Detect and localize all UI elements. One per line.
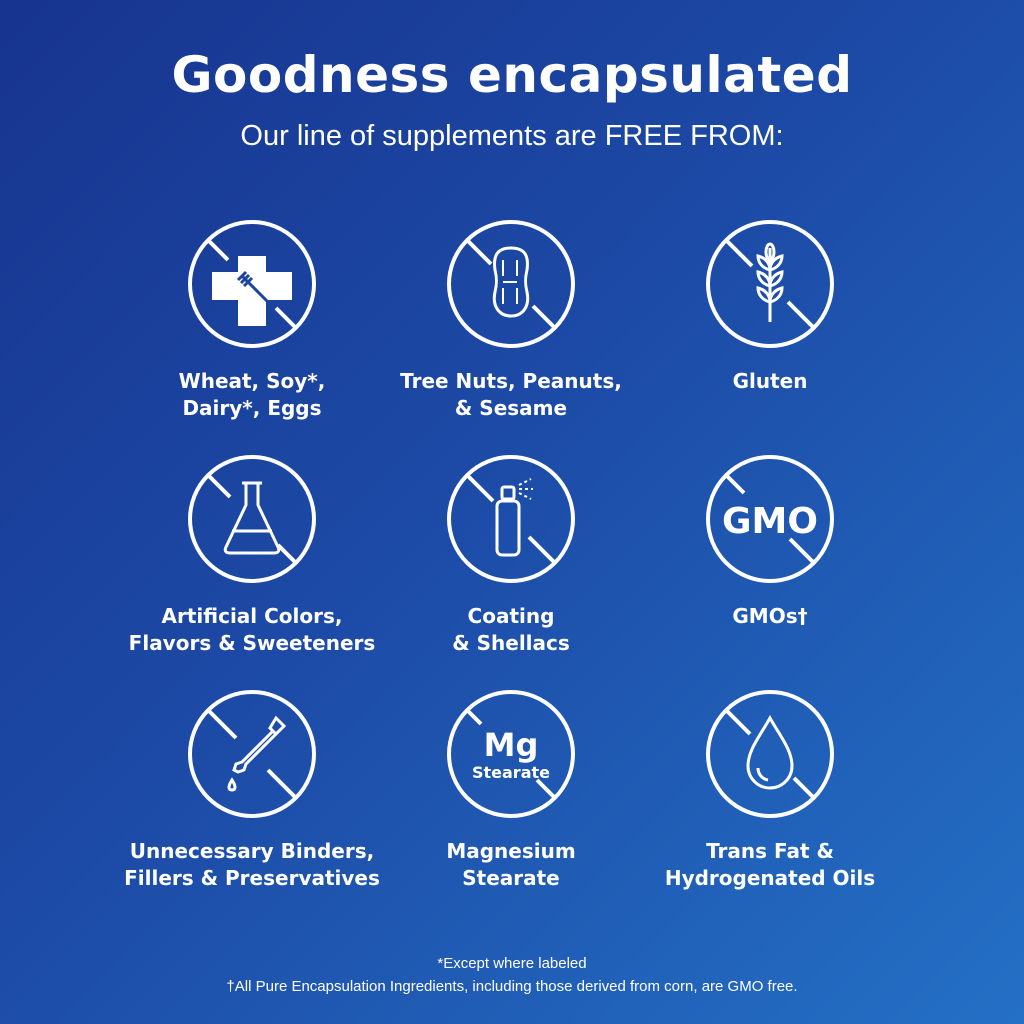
item-label: Coating & Shellacs [452,604,570,655]
free-from-item-allergens: Wheat, Soy*, Dairy*, Eggs [102,218,402,422]
mg-icon-text: Mg [484,726,539,764]
item-label: Tree Nuts, Peanuts, & Sesame [400,369,622,420]
page-subtitle: Our line of supplements are FREE FROM: [240,120,784,152]
free-from-item-gluten: Gluten [620,218,920,395]
gmo-icon: GMO [706,455,834,583]
item-label: Artificial Colors, Flavors & Sweeteners [128,604,376,655]
free-from-item-artificial: Artificial Colors, Flavors & Sweeteners [102,453,402,657]
allergen-cross-fork-icon [188,220,316,348]
item-label: Unnecessary Binders, Fillers & Preservat… [124,839,380,890]
item-label: Wheat, Soy*, Dairy*, Eggs [178,369,326,420]
dropper-icon [188,690,316,818]
item-label: Magnesium Stearate [446,839,576,890]
gmo-icon-text: GMO [722,501,818,542]
free-from-item-gmo: GMO GMOs† [620,453,920,630]
mg-stearate-icon: Mg Stearate [447,690,575,818]
footnote-gmo: †All Pure Encapsulation Ingredients, inc… [226,978,798,995]
peanut-icon [447,220,575,348]
page-title: Goodness encapsulated [171,46,853,104]
free-from-item-trans-fat: Trans Fat & Hydrogenated Oils [620,688,920,892]
stearate-icon-text: Stearate [472,763,550,782]
item-label: Trans Fat & Hydrogenated Oils [664,839,876,890]
wheat-icon [706,220,834,348]
free-from-item-mg-stearate: Mg Stearate Magnesium Stearate [361,688,661,892]
item-label: GMOs† [732,604,808,628]
flask-icon [188,455,316,583]
oil-drop-icon [706,690,834,818]
free-from-item-binders: Unnecessary Binders, Fillers & Preservat… [102,688,402,892]
spray-can-icon [447,455,575,583]
free-from-item-coating: Coating & Shellacs [361,453,661,657]
footnote-labeled: *Except where labeled [437,955,587,972]
item-label: Gluten [732,369,808,393]
free-from-item-nuts: Tree Nuts, Peanuts, & Sesame [361,218,661,422]
